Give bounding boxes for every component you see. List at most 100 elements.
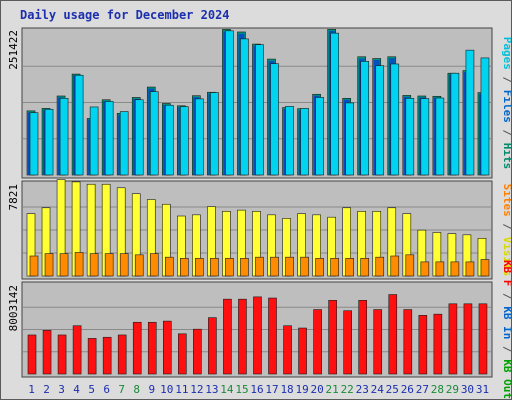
x-tick-label: 6 [103,383,110,396]
bar-sites [465,261,475,277]
x-tick-label: 8 [133,383,140,396]
panel-legend-label: Pages / Files / Hits [501,37,511,170]
bar-sites [480,259,490,277]
bar-kbytes [87,338,97,375]
panel-legend-label: Sites / Visits [501,184,511,277]
bar-pages [134,99,144,176]
x-tick-label: 22 [341,383,354,396]
x-tick-label: 2 [43,383,50,396]
bar-sites [360,258,370,277]
bar-sites [315,258,324,277]
bar-kbytes [313,309,322,375]
bar-kbytes [418,315,428,375]
legend-entry: Pages [501,37,511,70]
bar-sites [300,256,309,277]
bar-kbytes [373,309,383,375]
bar-sites [149,253,159,277]
bar-pages [44,108,54,176]
panel-visits-sites: 7821 Sites / Visits [7,179,511,280]
x-tick-label: 31 [476,383,489,396]
legend-entry: Hits [501,143,511,170]
bar-kbytes [147,321,157,375]
bar-pages [480,57,490,176]
bar-sites [240,258,249,277]
x-tick-label: 3 [58,383,65,396]
bar-pages [225,30,234,176]
bar-sites [89,253,99,277]
bar-kbytes [283,325,292,375]
bar-pages [74,74,84,176]
bar-kbytes [132,321,142,375]
legend-entry: / [501,286,511,306]
bar-kbytes [102,336,112,375]
bar-kbytes [478,303,488,375]
x-tick-label: 25 [386,383,399,396]
panel-max-label: 7821 [7,184,20,211]
x-tick-label: 5 [88,383,95,396]
bar-pages [390,63,400,176]
x-tick-label: 29 [446,383,459,396]
bar-pages [195,98,204,176]
bar-sites [330,258,339,277]
x-tick-label: 20 [311,383,324,396]
bar-pages [180,106,189,176]
bar-pages [29,112,39,176]
x-tick-label: 7 [118,383,125,396]
chart-title: Daily usage for December 2024 [20,8,230,22]
bar-sites [210,258,219,277]
legend-entry: KB F [501,260,511,287]
bar-sites [44,253,54,277]
bar-kbytes [343,310,352,375]
bar-kbytes [448,303,458,375]
bar-pages [405,97,415,176]
bar-sites [180,258,189,277]
x-tick-label: 30 [461,383,474,396]
x-tick-label: 24 [371,383,385,396]
x-tick-label: 11 [175,383,188,396]
panel-max-label: 251422 [7,30,20,70]
panel-hits-pages-files: 251422 Pages / Files / Hits [7,27,511,179]
legend-entry: / [501,123,511,143]
bar-sites [29,255,39,277]
x-tick-label: 23 [356,383,369,396]
x-tick-label: 19 [295,383,308,396]
x-tick-label: 16 [250,383,263,396]
legend-entry: / [501,339,511,359]
bar-kbytes [117,334,127,375]
bar-kbytes [57,334,67,375]
bar-kbytes [42,330,52,375]
bar-kbytes [208,317,217,375]
bar-pages [360,61,370,176]
bar-sites [270,256,279,277]
bar-kbytes [27,334,37,375]
bar-sites [164,256,174,277]
bar-sites [195,258,204,277]
bar-sites [450,261,460,277]
bar-sites [59,253,69,277]
bar-sites [435,261,445,277]
bar-pages [420,98,430,176]
bar-kbytes [388,294,398,375]
legend-entry: Files [501,90,511,123]
bar-sites [225,258,234,277]
bar-pages [330,32,339,176]
x-tick-label: 27 [416,383,429,396]
bar-kbytes [193,328,202,375]
legend-entry: Sites [501,184,511,217]
x-tick-label: 18 [280,383,293,396]
x-tick-label: 12 [190,383,203,396]
legend-entry: Visits [501,237,511,277]
bar-kbytes [328,300,337,375]
bar-kbytes [162,320,172,375]
bar-pages [119,111,129,176]
x-tick-label: 26 [401,383,414,396]
bar-pages [255,44,264,176]
bar-pages [240,38,249,176]
bar-kbytes [223,298,232,375]
bar-sites [345,258,354,277]
bar-sites [375,256,385,277]
bar-pages [315,97,324,176]
bar-pages [149,91,159,176]
bar-pages [450,72,460,176]
